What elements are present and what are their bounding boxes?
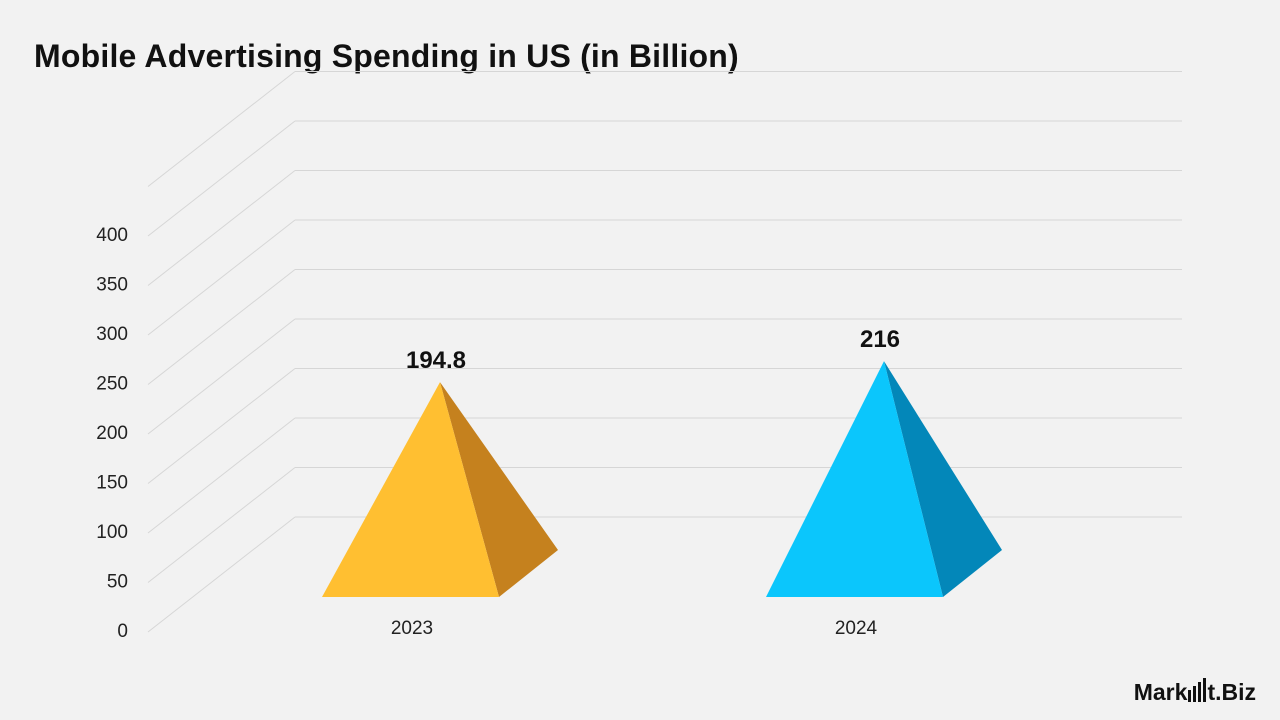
- y-tick-label: 200: [96, 423, 128, 444]
- y-tick-label: 100: [96, 522, 128, 543]
- gridline-diagonal: [147, 318, 296, 435]
- logo-text-start: Mark: [1133, 679, 1188, 705]
- x-category-label-2023: 2023: [391, 618, 433, 639]
- pyramid-front-2024: [766, 361, 943, 597]
- brand-logo: Mark t.Biz: [1133, 678, 1256, 706]
- data-label-2024: 216: [860, 326, 900, 353]
- pyramid-marks: [322, 361, 1002, 597]
- pyramid-side-2024: [884, 361, 1002, 597]
- x-category-label-2024: 2024: [835, 618, 878, 639]
- gridline-diagonal: [147, 170, 296, 286]
- gridline-diagonal: [147, 417, 296, 534]
- y-tick-label: 250: [96, 374, 128, 395]
- y-axis-ticks: 0 50 100 150 200 250 300 350 400: [96, 225, 128, 642]
- pyramid-side-2023: [440, 382, 558, 597]
- y-tick-label: 50: [107, 572, 128, 593]
- y-tick-label: 400: [96, 225, 128, 246]
- y-tick-label: 300: [96, 324, 128, 345]
- gridline-diagonal: [147, 368, 296, 484]
- gridline-diagonal: [147, 269, 296, 385]
- gridline-diagonal: [147, 516, 296, 633]
- gridline-diagonal: [147, 71, 296, 187]
- y-tick-label: 0: [117, 621, 128, 642]
- logo-text-end: t.Biz: [1207, 679, 1256, 705]
- gridline-diagonal: [147, 120, 296, 237]
- pyramid-front-2023: [322, 382, 499, 597]
- logo-bars-icon: [1188, 678, 1207, 702]
- data-labels: 194.8 2023 216 2024: [391, 326, 900, 639]
- gridline-diagonal: [147, 219, 296, 336]
- y-tick-label: 150: [96, 473, 128, 494]
- y-tick-label: 350: [96, 275, 128, 296]
- gridline-diagonal: [147, 467, 296, 583]
- data-label-2023: 194.8: [406, 347, 466, 374]
- grid-layer: [147, 71, 1182, 633]
- page-title: Mobile Advertising Spending in US (in Bi…: [34, 38, 739, 74]
